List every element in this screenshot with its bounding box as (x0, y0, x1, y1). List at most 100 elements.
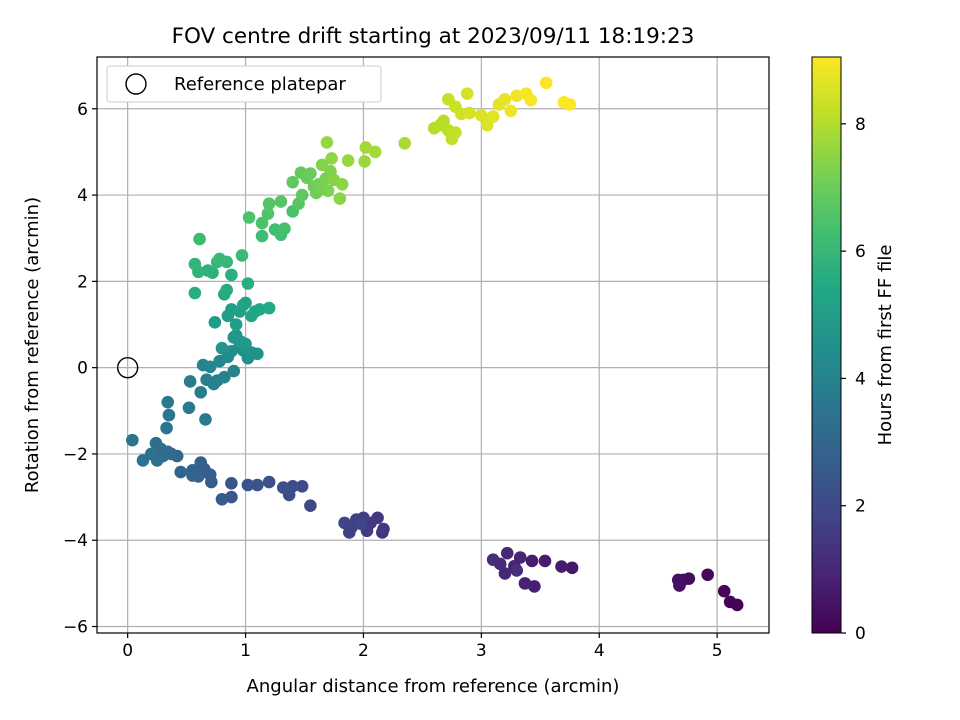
x-axis-label: Angular distance from reference (arcmin) (247, 676, 620, 697)
data-point (242, 211, 256, 224)
colorbar-label: Hours from first FF file (875, 245, 896, 446)
data-point (333, 192, 347, 205)
data-point (276, 481, 290, 494)
data-point (193, 232, 206, 246)
data-point (341, 154, 355, 167)
data-point (510, 564, 524, 577)
data-point (295, 188, 309, 202)
data-point (498, 567, 512, 580)
chart-title: FOV centre drift starting at 2023/09/11 … (172, 24, 695, 49)
data-point (368, 145, 382, 159)
data-point (182, 401, 196, 415)
data-point (500, 546, 514, 560)
data-point (518, 577, 532, 590)
y-tick-label: 0 (77, 359, 88, 379)
data-point (253, 303, 266, 316)
colorbar-tick-label: 4 (855, 369, 866, 389)
axis-ticks: 0 1 2 3 4 5 −6 −4 −2 0 2 4 6 (63, 100, 723, 661)
colorbar-tick-label: 0 (855, 624, 866, 644)
x-tick-label: 2 (358, 641, 369, 661)
data-point (398, 136, 412, 150)
data-point (286, 175, 300, 189)
data-point (194, 456, 208, 469)
data-point (524, 93, 538, 107)
data-point (225, 268, 238, 282)
data-point (486, 553, 500, 566)
data-point (463, 106, 476, 120)
data-point (255, 216, 269, 230)
x-tick-label: 1 (240, 641, 251, 661)
data-point (338, 516, 351, 530)
data-point (359, 141, 373, 154)
data-point (563, 98, 577, 111)
data-point (251, 347, 264, 361)
data-point (460, 87, 474, 100)
data-point (504, 104, 518, 118)
x-tick-label: 0 (122, 641, 133, 661)
y-tick-label: 6 (77, 100, 88, 120)
data-point (208, 316, 222, 329)
data-point (215, 492, 229, 506)
data-point (255, 229, 269, 243)
data-point (199, 413, 212, 426)
data-point (486, 110, 500, 123)
grid (97, 57, 769, 633)
data-point (717, 584, 731, 598)
data-point (701, 568, 714, 582)
data-point (449, 126, 462, 139)
colorbar-tick-label: 2 (855, 497, 866, 517)
data-point (239, 337, 252, 351)
y-tick-label: −4 (63, 531, 88, 551)
data-point (162, 408, 176, 422)
data-point (321, 184, 335, 198)
data-point (188, 286, 202, 300)
data-point (241, 277, 255, 290)
data-point (539, 76, 553, 90)
colorbar-gradient (811, 56, 842, 634)
data-point (354, 517, 368, 531)
points (116, 76, 744, 612)
data-point (201, 264, 215, 277)
data-point (335, 177, 349, 191)
y-tick-label: 2 (77, 272, 88, 292)
y-axis-label: Rotation from reference (arcmin) (22, 197, 43, 493)
legend-box (106, 65, 382, 103)
data-point (538, 554, 552, 568)
colorbar-ticks: 0 2 4 6 8 (841, 115, 866, 644)
data-point (565, 561, 579, 575)
legend: Reference platepar (106, 65, 382, 103)
data-point (225, 476, 238, 490)
data-point (229, 318, 243, 331)
data-point (315, 158, 329, 172)
data-point (227, 364, 241, 378)
data-point (188, 257, 202, 271)
x-tick-label: 4 (594, 641, 605, 661)
legend-label-reference: Reference platepar (174, 74, 346, 95)
data-point (555, 560, 568, 573)
x-tick-label: 5 (712, 641, 723, 661)
data-point (723, 595, 737, 609)
data-point (358, 155, 371, 168)
data-point (671, 573, 685, 587)
data-point (475, 108, 488, 122)
data-point (239, 296, 252, 310)
data-point (218, 370, 231, 384)
data-point (295, 480, 309, 493)
data-point (274, 195, 288, 208)
data-point (241, 478, 255, 492)
data-point (194, 385, 208, 399)
data-point (262, 475, 276, 489)
data-point (261, 207, 275, 220)
data-point (160, 421, 173, 435)
data-point (304, 499, 317, 513)
data-point (525, 554, 539, 568)
data-point (203, 360, 217, 374)
x-tick-label: 3 (476, 641, 487, 661)
data-point (278, 222, 291, 236)
data-point (215, 341, 229, 355)
data-point (251, 478, 264, 492)
colorbar-tick-label: 6 (855, 242, 866, 262)
colorbar-tick-label: 8 (855, 115, 866, 135)
data-point (183, 375, 197, 388)
